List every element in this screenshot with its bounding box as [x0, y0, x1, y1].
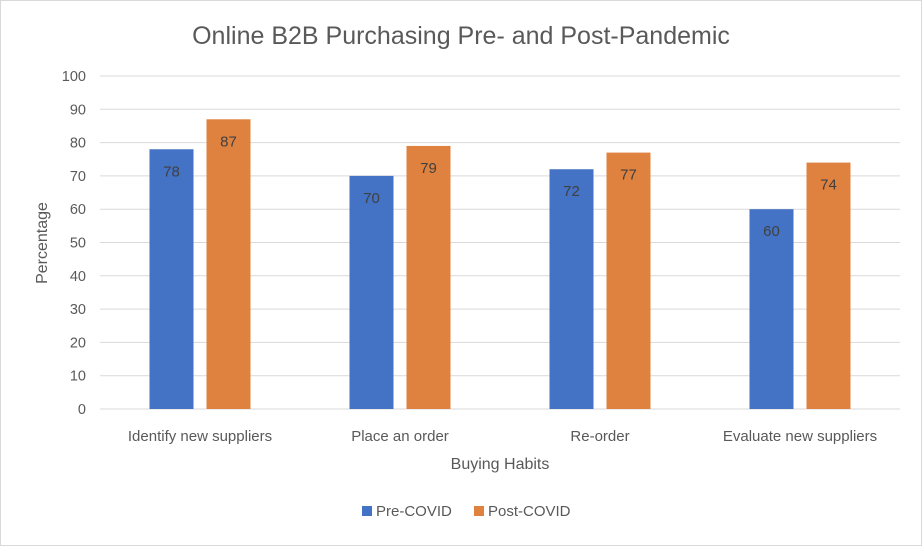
- legend-swatch: [362, 506, 372, 516]
- bar: [349, 175, 394, 409]
- y-tick-label: 60: [70, 202, 86, 218]
- legend-label: Post-COVID: [488, 503, 571, 520]
- data-label: 79: [420, 160, 437, 177]
- y-tick-label: 40: [70, 269, 86, 285]
- bar: [406, 145, 451, 409]
- data-labels: 78 87 70 79 72 77 60 74: [163, 133, 837, 240]
- data-label: 78: [163, 163, 180, 180]
- legend-label: Pre-COVID: [376, 503, 452, 520]
- legend-swatch: [474, 506, 484, 516]
- data-label: 72: [563, 183, 580, 200]
- x-tick-label: Re-order: [570, 428, 629, 445]
- data-label: 87: [220, 133, 237, 150]
- y-tick-label: 100: [62, 69, 86, 85]
- x-tick-label: Place an order: [351, 428, 449, 445]
- bar: [749, 209, 794, 409]
- y-tick-label: 50: [70, 236, 86, 252]
- x-tick-label: Evaluate new suppliers: [723, 428, 877, 445]
- y-tick-label: 70: [70, 169, 86, 185]
- y-axis-title: Percentage: [34, 202, 51, 284]
- bar: [149, 149, 194, 409]
- data-label: 77: [620, 167, 637, 184]
- legend: Pre-COVID Post-COVID: [362, 503, 571, 520]
- bar: [806, 162, 851, 409]
- y-axis-ticks: 0 10 20 30 40 50 60 70 80 90 100: [62, 69, 86, 418]
- bar: [606, 152, 651, 409]
- y-tick-label: 30: [70, 302, 86, 318]
- data-label: 60: [763, 223, 780, 240]
- bar: [549, 169, 594, 409]
- data-label: 74: [820, 177, 837, 194]
- y-tick-label: 0: [78, 402, 86, 418]
- y-tick-label: 80: [70, 136, 86, 152]
- bars: [149, 119, 851, 409]
- y-tick-label: 10: [70, 369, 86, 385]
- y-tick-label: 20: [70, 335, 86, 351]
- chart-title: Online B2B Purchasing Pre- and Post-Pand…: [192, 22, 730, 50]
- bar: [206, 119, 251, 409]
- x-axis-title: Buying Habits: [451, 456, 550, 473]
- x-axis-categories: Identify new suppliers Place an order Re-o…: [128, 428, 877, 445]
- y-tick-label: 90: [70, 102, 86, 118]
- data-label: 70: [363, 190, 380, 207]
- x-tick-label: Identify new suppliers: [128, 428, 272, 445]
